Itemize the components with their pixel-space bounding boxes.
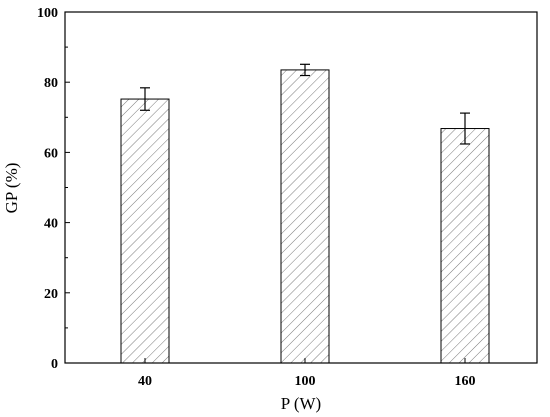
bar-40 xyxy=(120,98,170,364)
y-tick-label-100: 100 xyxy=(37,6,58,21)
bar-160 xyxy=(440,128,490,364)
bar-100 xyxy=(280,69,330,364)
x-axis-title: P (W) xyxy=(281,394,321,413)
y-tick-label-80: 80 xyxy=(44,76,58,91)
bars-layer xyxy=(120,63,490,364)
axes-layer: 40 100 160 0 20 40 60 80 100 xyxy=(37,6,476,389)
y-tick-label-0: 0 xyxy=(51,357,58,372)
y-tick-label-40: 40 xyxy=(44,217,58,232)
y-tick-label-20: 20 xyxy=(44,287,58,302)
x-tick-label-100: 100 xyxy=(295,374,316,389)
x-tick-label-160: 160 xyxy=(455,374,476,389)
x-tick-label-40: 40 xyxy=(138,374,152,389)
y-axis-title: GP (%) xyxy=(2,163,21,214)
y-tick-label-60: 60 xyxy=(44,146,58,161)
